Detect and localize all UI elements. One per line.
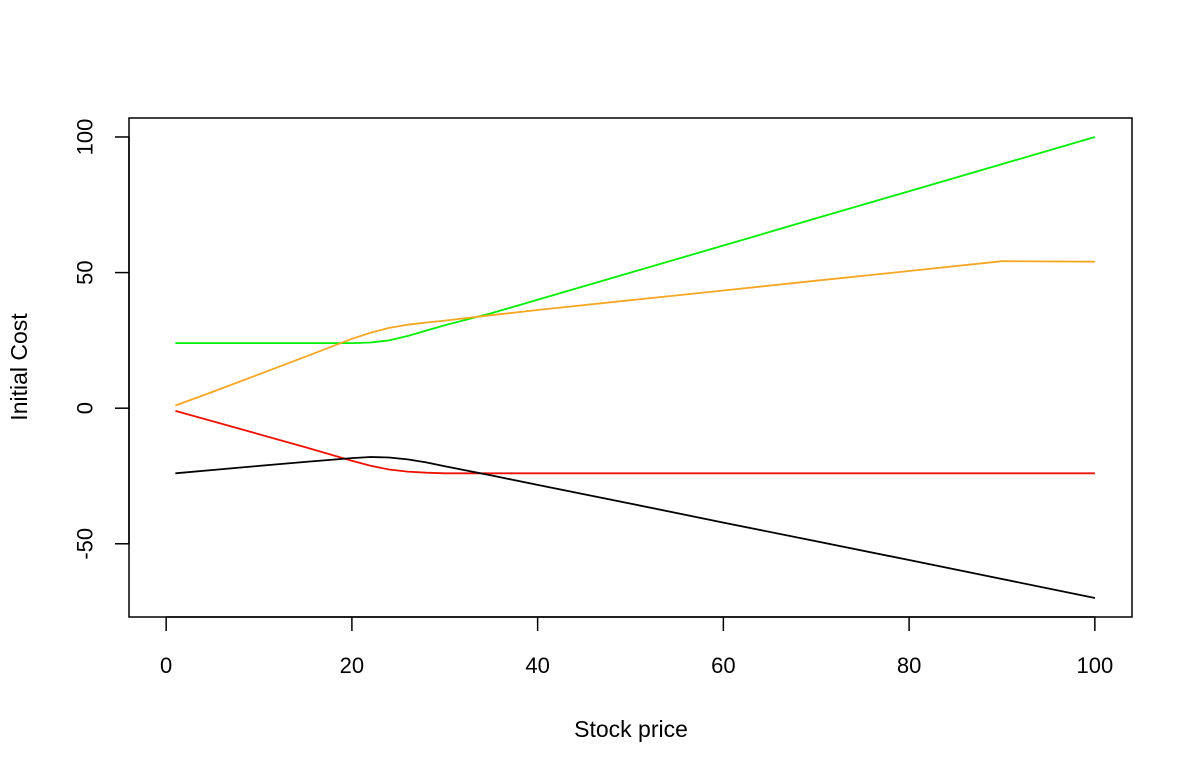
series-line-4 (175, 456, 1096, 599)
x-tick-label: 80 (897, 653, 921, 678)
series-layer (175, 136, 1096, 599)
y-tick-label: 50 (73, 260, 98, 284)
y-tick-label: 0 (73, 402, 98, 414)
x-axis-label: Stock price (574, 716, 688, 742)
x-tick-label: 60 (711, 653, 735, 678)
x-tick-label: 0 (160, 653, 172, 678)
x-tick-label: 100 (1076, 653, 1113, 678)
y-tick-label: -50 (73, 528, 98, 560)
series-line-2 (175, 260, 1095, 407)
y-axis-label: Initial Cost (6, 313, 32, 421)
x-axis: 0 20 40 60 80 100 (160, 616, 1113, 678)
x-tick-label: 20 (340, 653, 364, 678)
y-axis: -50 0 50 100 (73, 119, 130, 560)
y-tick-label: 100 (73, 119, 98, 156)
x-tick-label: 40 (525, 653, 549, 678)
series-line-1 (175, 136, 1096, 345)
series-line-3 (175, 410, 1095, 475)
